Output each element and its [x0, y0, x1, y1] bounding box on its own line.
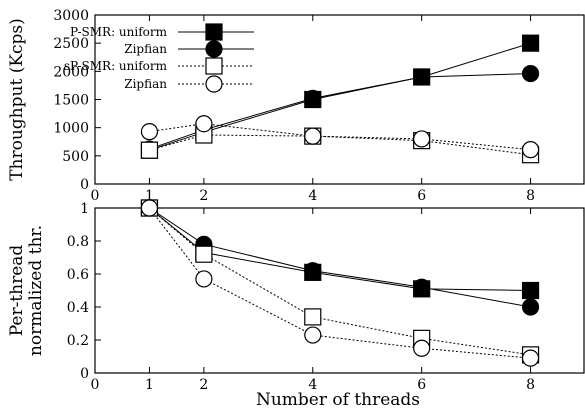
data-point-series-0 [521, 34, 540, 52]
x-tick-label: 8 [526, 188, 535, 204]
x-tick-label: 6 [417, 377, 426, 393]
data-point-series-3 [413, 339, 431, 357]
y-tick-label: 1000 [53, 121, 89, 137]
plot-frame [94, 207, 585, 374]
y-tick-label: 2000 [53, 64, 89, 80]
data-point-series-3 [521, 141, 540, 159]
legend-label: Zipfian [124, 42, 167, 56]
x-tick-label: 4 [308, 377, 317, 393]
x-tick-label: 1 [145, 188, 154, 204]
data-point-series-3 [195, 115, 213, 133]
throughput-chart: 0 500 1000 1500 2000 2500 3000 0 1 2 4 6 8 Throughput… [7, 8, 585, 204]
data-point-series-3 [304, 326, 322, 344]
y-tick-label: 1 [80, 201, 89, 217]
data-point-series-2 [195, 245, 213, 263]
y-tick-label: 0.2 [67, 333, 89, 349]
data-point-series-3 [140, 123, 159, 141]
data-point-series-1 [304, 89, 322, 107]
x-tick-label: 2 [199, 377, 208, 393]
y-tick-label: 3000 [53, 8, 89, 24]
y-tick-label: 500 [62, 149, 89, 165]
data-point-series-3 [195, 270, 213, 288]
x-tick-label: 8 [526, 377, 535, 393]
y-tick-label: 1500 [53, 93, 89, 109]
data-point-series-2 [140, 141, 159, 159]
data-point-series-1 [413, 278, 431, 296]
legend-marker [205, 75, 223, 93]
y-axis-title: normalized thr. [26, 225, 46, 356]
data-point-series-2 [304, 308, 322, 326]
legend-marker [205, 40, 223, 58]
y-tick-label: 0.6 [67, 267, 89, 283]
y-tick-label: 2500 [53, 36, 89, 52]
legend-label: Zipfian [124, 77, 167, 91]
x-tick-label: 4 [308, 188, 317, 204]
plot-frame [94, 14, 585, 185]
data-point-series-0 [521, 281, 540, 300]
data-point-series-1 [304, 262, 322, 280]
data-point-series-1 [413, 68, 431, 86]
legend: P-SMR: uniform Zipfian sP-SMR: uniform Zipf… [64, 23, 254, 93]
x-tick-label: 0 [91, 188, 100, 204]
per-thread-chart: 0 0.2 0.4 0.6 0.8 1 0 1 2 4 6 8 Per-thread normalized… [7, 199, 585, 410]
data-point-series-3 [140, 199, 159, 217]
y-tick-label: 0 [80, 177, 89, 193]
data-point-series-1 [521, 298, 540, 316]
x-tick-label: 2 [199, 188, 208, 204]
data-point-series-3 [413, 130, 431, 148]
data-point-series-1 [521, 64, 540, 83]
data-point-series-3 [521, 349, 540, 367]
legend-label: sP-SMR: uniform [64, 59, 168, 73]
x-tick-label: 0 [91, 377, 100, 393]
legend-marker [205, 23, 223, 41]
legend-label: P-SMR: uniform [70, 25, 168, 39]
x-axis-title: Number of threads [256, 390, 420, 410]
x-tick-label: 6 [417, 188, 426, 204]
x-tick-label: 1 [145, 377, 154, 393]
data-point-series-3 [304, 127, 322, 145]
y-axis-title: Per-thread [7, 245, 27, 337]
y-tick-label: 0.8 [67, 234, 89, 250]
y-axis-title: Throughput (Kcps) [7, 18, 27, 181]
y-tick-label: 0.4 [67, 300, 89, 316]
legend-marker [205, 57, 223, 75]
y-tick-label: 0 [80, 366, 89, 382]
